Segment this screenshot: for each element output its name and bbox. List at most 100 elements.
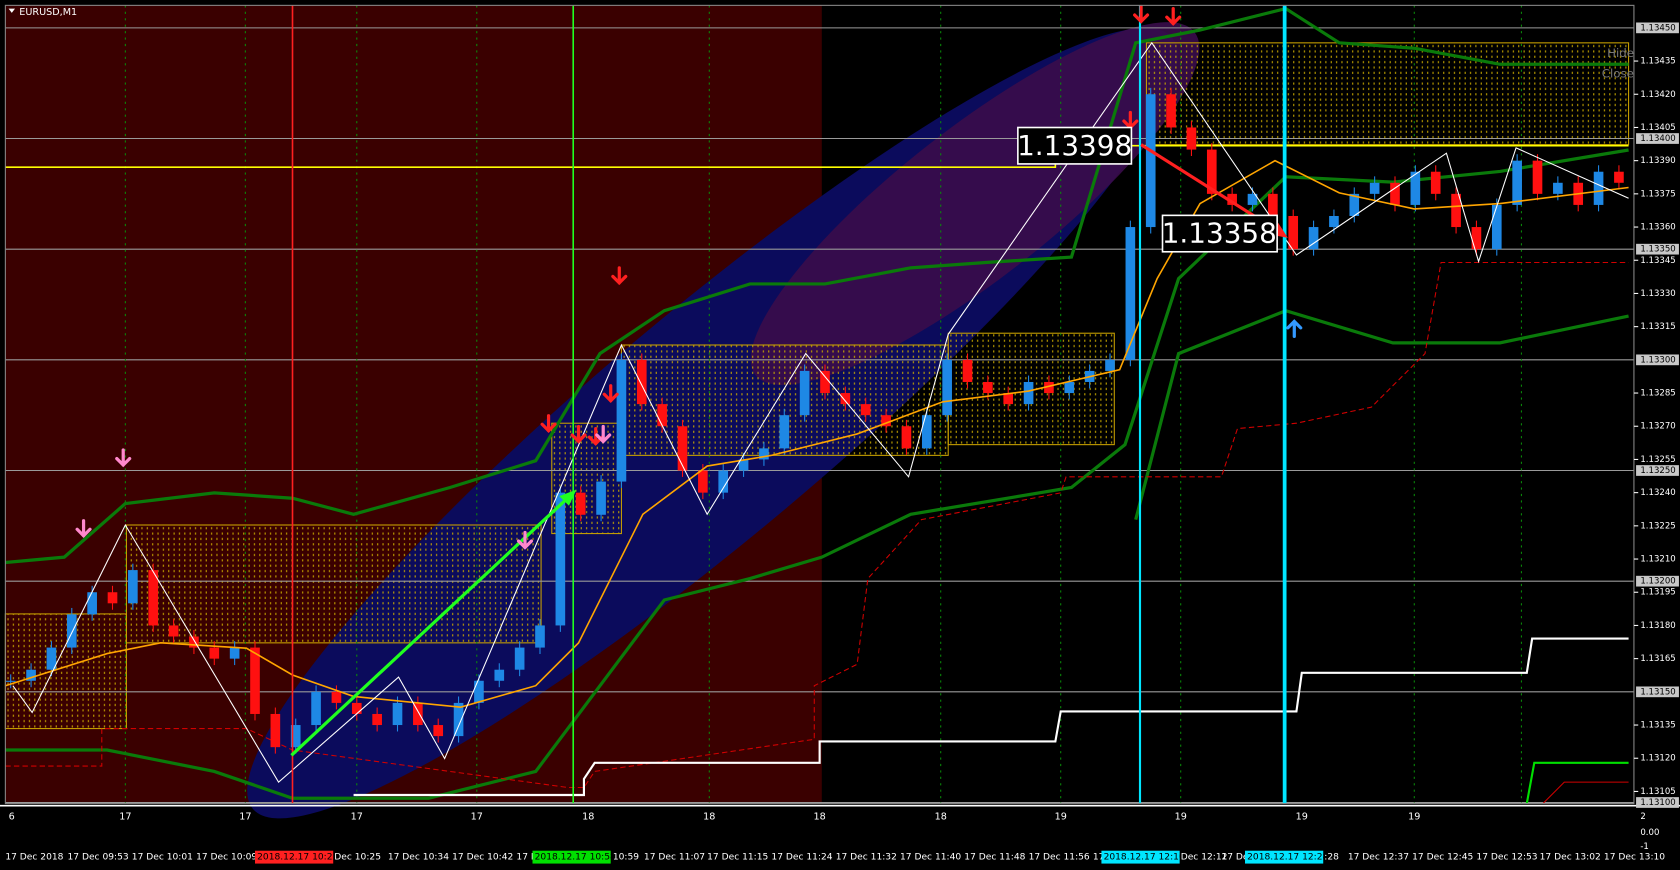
price-label: 1.13358 — [1161, 214, 1278, 253]
candle — [1308, 227, 1319, 250]
candle — [331, 691, 342, 703]
level-box — [1636, 465, 1679, 476]
candle — [1206, 149, 1217, 194]
candle — [1369, 182, 1380, 194]
candle — [840, 393, 851, 405]
level-label: 1.13200 — [1640, 577, 1675, 587]
y-tick-label: 1.13105 — [1640, 787, 1675, 797]
candle — [514, 647, 525, 670]
candle — [5, 680, 16, 682]
time-label: 17 Dec 11:15 — [707, 853, 768, 863]
day-label: 18 — [582, 811, 594, 822]
menu-triangle[interactable] — [8, 8, 15, 13]
candle — [575, 492, 586, 515]
candle — [616, 359, 627, 482]
level-label: 1.13350 — [1640, 245, 1675, 255]
candle — [636, 359, 647, 405]
level-box — [1636, 22, 1679, 34]
candle — [1247, 193, 1258, 205]
time-label: 17 Dec 10:09 — [196, 853, 257, 863]
signal-line — [1525, 761, 1629, 804]
candle — [148, 570, 159, 626]
candle — [1105, 359, 1115, 371]
candle — [392, 702, 403, 726]
candle — [87, 592, 97, 615]
candle — [1471, 227, 1482, 250]
candle — [921, 415, 932, 449]
candle — [962, 359, 973, 382]
candle — [881, 415, 891, 427]
time-label: 17 Dec 13:02 — [1540, 853, 1601, 863]
candle — [433, 725, 444, 737]
candle — [942, 359, 952, 416]
day-label: 19 — [1175, 811, 1187, 822]
time-label: 17 Dec 11:24 — [771, 853, 832, 863]
level-box — [1636, 243, 1679, 255]
candle — [494, 669, 505, 681]
candle — [1268, 193, 1278, 216]
candle — [555, 492, 566, 626]
time-label: 17 Dec 11:32 — [836, 853, 897, 863]
y-tick-label: 1.13360 — [1640, 223, 1675, 233]
candle — [1023, 381, 1034, 405]
candle — [596, 481, 606, 515]
close-button[interactable]: Close — [1602, 66, 1634, 80]
levels — [5, 27, 1634, 804]
candle — [1288, 215, 1299, 250]
y-tick-label: 1.13240 — [1640, 488, 1675, 498]
day-label: 17 — [119, 811, 131, 822]
candle — [229, 647, 240, 659]
candle — [270, 713, 281, 748]
candle — [351, 702, 362, 714]
candle — [168, 625, 179, 637]
time-highlight-label: 2018.12.17 10:21 — [257, 853, 338, 863]
y-tick-label: 1.13255 — [1640, 455, 1675, 465]
stop-line — [5, 261, 1629, 789]
level-box — [1636, 686, 1679, 698]
candle — [66, 614, 77, 648]
time-label: 17 Dec 12:37 — [1348, 853, 1409, 863]
price-axis — [1633, 0, 1680, 870]
signal-arrows — [75, 4, 1303, 550]
symbol-title: EURUSD,M1 — [19, 7, 77, 18]
level-label: 1.13300 — [1640, 355, 1675, 365]
candles — [5, 87, 1624, 754]
y-tick-label: 1.13165 — [1640, 654, 1675, 664]
y-tick-label: 1.13420 — [1640, 90, 1675, 100]
hide-button[interactable]: Hide — [1607, 46, 1634, 60]
time-label: :28 — [1324, 853, 1339, 863]
day-dividers — [124, 5, 1522, 804]
day-label: 19 — [1296, 811, 1308, 822]
time-label: 17 Dec 12:53 — [1476, 853, 1537, 863]
time-label: 17 Dec — [1221, 853, 1253, 863]
candle — [1044, 381, 1054, 394]
y-tick-label: 1.13345 — [1640, 256, 1675, 266]
day-label: 18 — [703, 811, 715, 822]
y-tick-label: 1.13375 — [1640, 189, 1675, 199]
time-label: 17 D — [516, 853, 537, 863]
candle — [453, 702, 464, 737]
candle — [372, 713, 382, 726]
candle — [1227, 193, 1237, 205]
time-label: 17 Dec 11:07 — [644, 853, 705, 863]
day-label: 17 — [351, 811, 363, 822]
candle — [779, 415, 790, 449]
candle — [311, 691, 321, 726]
day-label: 18 — [814, 811, 826, 822]
level-label: 1.13250 — [1640, 466, 1675, 476]
time-label: 17 Dec 2018 — [5, 853, 63, 863]
price-label-text: 1.13358 — [1162, 217, 1277, 250]
level-label: 1.13450 — [1640, 23, 1675, 33]
candle — [860, 404, 871, 416]
candle — [820, 370, 830, 394]
level-box — [1636, 575, 1679, 587]
time-label: 17 Dec 10:01 — [132, 853, 193, 863]
day-label: 6 — [9, 811, 15, 822]
time-label: 17 Dec 11:56 — [1029, 853, 1090, 863]
candle — [1593, 171, 1604, 205]
candle — [1512, 160, 1522, 205]
candle — [26, 669, 36, 681]
y-tick-label: 1.13210 — [1640, 555, 1675, 565]
